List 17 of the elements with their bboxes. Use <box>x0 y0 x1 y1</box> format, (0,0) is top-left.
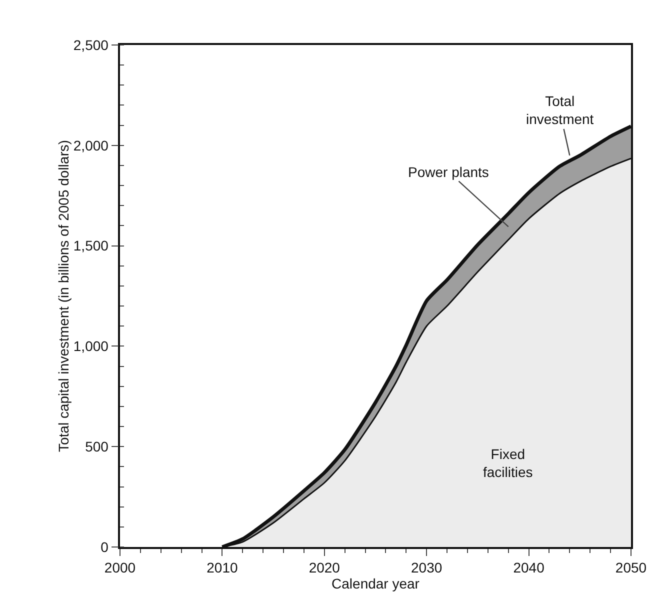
x-tick-label: 2030 <box>411 560 442 576</box>
y-tick-label: 500 <box>85 438 109 454</box>
x-tick-label: 2020 <box>308 560 340 576</box>
y-tick-label: 1,000 <box>73 338 109 354</box>
text: Power plants <box>408 164 489 180</box>
x-axis-title: Calendar year <box>332 576 420 592</box>
y-tick-label: 2,000 <box>73 137 109 154</box>
x-tick-label: 2040 <box>513 560 545 576</box>
x-tick-label: 2000 <box>104 560 136 576</box>
y-axis-title: Total capital investment (in billions of 2005 dollars) <box>55 140 72 452</box>
y-tick-label: 2,500 <box>73 36 109 53</box>
series-label: Fixed facilities <box>483 446 533 480</box>
x-tick-label: 2010 <box>206 560 238 576</box>
x-tick-label: 2050 <box>615 560 647 576</box>
y-tick-label: 0 <box>100 538 109 555</box>
annotation: Total investment <box>526 93 594 128</box>
y-tick-label: 1,500 <box>73 238 109 254</box>
